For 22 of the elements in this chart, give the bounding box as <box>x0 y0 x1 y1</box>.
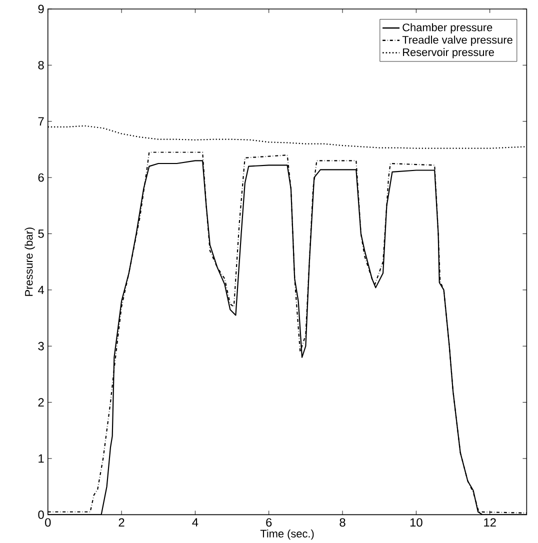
x-axis-title: Time (sec.) <box>260 530 314 540</box>
x-tick-label: 4 <box>192 518 198 526</box>
x-tick-label: 0 <box>45 518 51 527</box>
y-tick-label: 3 <box>38 342 44 350</box>
y-tick-label: 4 <box>38 286 44 294</box>
x-tick-label: 2 <box>118 518 124 527</box>
y-tick-label: 6 <box>38 173 44 182</box>
x-tick-label: 12 <box>484 518 496 527</box>
y-tick-label: 7 <box>38 117 44 126</box>
legend-label: Treadle valve pressure <box>402 36 513 46</box>
legend-label: Reservoir pressure <box>403 48 494 58</box>
x-tick-label: 10 <box>410 518 423 527</box>
x-tick-label: 6 <box>266 518 272 527</box>
y-axis-title: Pressure (bar) <box>24 228 36 296</box>
x-tick-label: 8 <box>340 518 346 527</box>
y-tick-label: 1 <box>38 454 44 463</box>
y-tick-label: 8 <box>38 60 44 70</box>
y-tick-label: 9 <box>38 4 44 14</box>
legend-label: Chamber pressure <box>402 23 492 34</box>
y-tick-label: 5 <box>38 230 44 238</box>
y-tick-label: 0 <box>38 510 44 519</box>
y-tick-label: 2 <box>38 398 44 406</box>
